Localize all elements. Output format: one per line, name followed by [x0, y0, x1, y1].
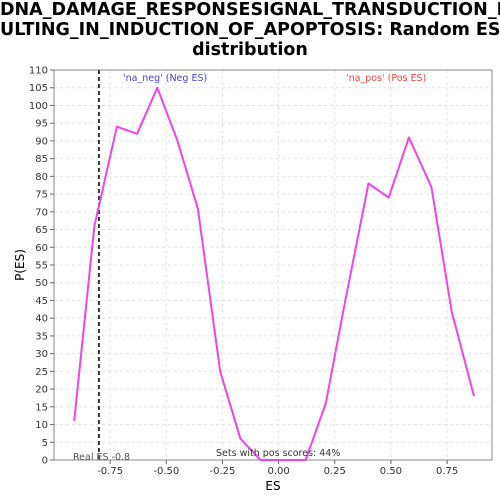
y-tick-label: 65 [35, 225, 48, 236]
chart-title-line-2: ULTING_IN_INDUCTION_OF_APOPTOSIS: Random… [0, 20, 500, 40]
real-es-label: Real ES -0.8 [73, 452, 130, 463]
y-tick-label: 30 [35, 349, 48, 360]
y-tick-label: 60 [35, 243, 48, 254]
x-tick-label: 0.50 [380, 466, 402, 477]
series-layer [73, 70, 475, 461]
y-tick-label: 110 [29, 66, 48, 77]
x-tick-label: 0.25 [324, 466, 346, 477]
pos-es-label: 'na_pos' (Pos ES) [346, 73, 426, 84]
y-tick-label: 5 [42, 438, 48, 449]
chart-title-line-3: distribution [192, 40, 308, 60]
y-tick-label: 80 [35, 172, 48, 183]
y-tick-label: 55 [35, 261, 48, 272]
y-tick-label: 75 [35, 190, 48, 201]
y-tick-label: 35 [35, 331, 48, 342]
pos-scores-label: Sets with pos scores: 44% [216, 448, 340, 459]
y-tick-label: 85 [35, 154, 48, 165]
y-tick-label: 105 [29, 83, 48, 94]
x-tick-label: -0.50 [153, 466, 179, 477]
x-axis-label: ES [265, 479, 280, 493]
chart-title: DNA_DAMAGE_RESPONSESIGNAL_TRANSDUCTION_R… [0, 0, 500, 60]
axes: 0 5 10 15 20 25 30 35 40 45 50 55 60 65 70 75 80 85 90 95 10… [29, 66, 458, 478]
neg-es-label: 'na_neg' (Neg ES) [123, 73, 207, 84]
y-tick-label: 20 [35, 385, 48, 396]
y-tick-label: 25 [35, 367, 48, 378]
annotations: 'na_neg' (Neg ES) 'na_pos' (Pos ES) Sets w… [73, 73, 426, 463]
y-tick-label: 0 [42, 456, 48, 467]
y-tick-label: 100 [29, 101, 48, 112]
y-tick-label: 95 [35, 119, 48, 130]
x-tick-label: 0.75 [436, 466, 458, 477]
y-tick-label: 10 [35, 420, 48, 431]
x-tick-label: -0.75 [97, 466, 123, 477]
x-tick-label: -0.25 [210, 466, 236, 477]
x-tick-label: 0.00 [267, 466, 289, 477]
y-tick-label: 15 [35, 402, 48, 413]
y-tick-label: 90 [35, 136, 48, 147]
y-tick-label: 50 [35, 278, 48, 289]
y-axis-label: P(ES) [13, 249, 27, 281]
es-distribution-line [73, 86, 475, 461]
y-tick-label: 45 [35, 296, 48, 307]
chart-title-line-1: DNA_DAMAGE_RESPONSESIGNAL_TRANSDUCTION_R… [0, 0, 500, 20]
y-tick-label: 40 [35, 314, 48, 325]
y-tick-label: 70 [35, 207, 48, 218]
